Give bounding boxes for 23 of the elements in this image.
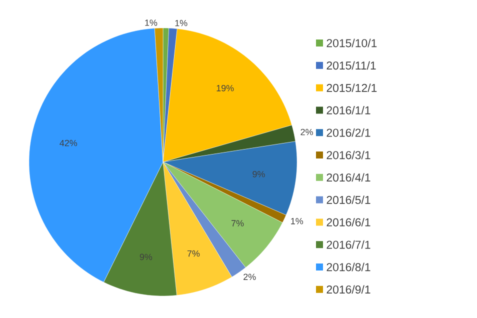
legend-label: 2016/5/1	[326, 196, 370, 204]
data-label: 9%	[252, 170, 265, 178]
legend-label: 2015/10/1	[326, 38, 377, 48]
legend-label: 2016/1/1	[326, 106, 370, 114]
legend-label: 2016/9/1	[326, 285, 370, 294]
data-label: 19%	[216, 84, 234, 92]
legend-label: 2016/8/1	[326, 262, 370, 272]
legend-label: 2016/2/1	[326, 128, 370, 137]
data-label: 2%	[244, 274, 256, 280]
legend-label: 2016/3/1	[326, 150, 370, 160]
data-label: 1%	[291, 218, 304, 224]
data-label: 1%	[145, 20, 158, 26]
legend-label: 2016/4/1	[326, 173, 370, 182]
data-label: 7%	[187, 250, 200, 257]
data-label: 42%	[60, 140, 78, 146]
data-label: 2%	[300, 128, 313, 136]
data-label: 7%	[232, 220, 244, 226]
data-label: 1%	[175, 20, 188, 26]
legend-label: 2016/6/1	[326, 218, 370, 226]
legend-label: 2015/11/1	[326, 61, 376, 70]
legend-label: 2015/12/1	[326, 84, 377, 92]
data-label: 9%	[140, 254, 152, 260]
legend-label: 2016/7/1	[326, 240, 370, 249]
